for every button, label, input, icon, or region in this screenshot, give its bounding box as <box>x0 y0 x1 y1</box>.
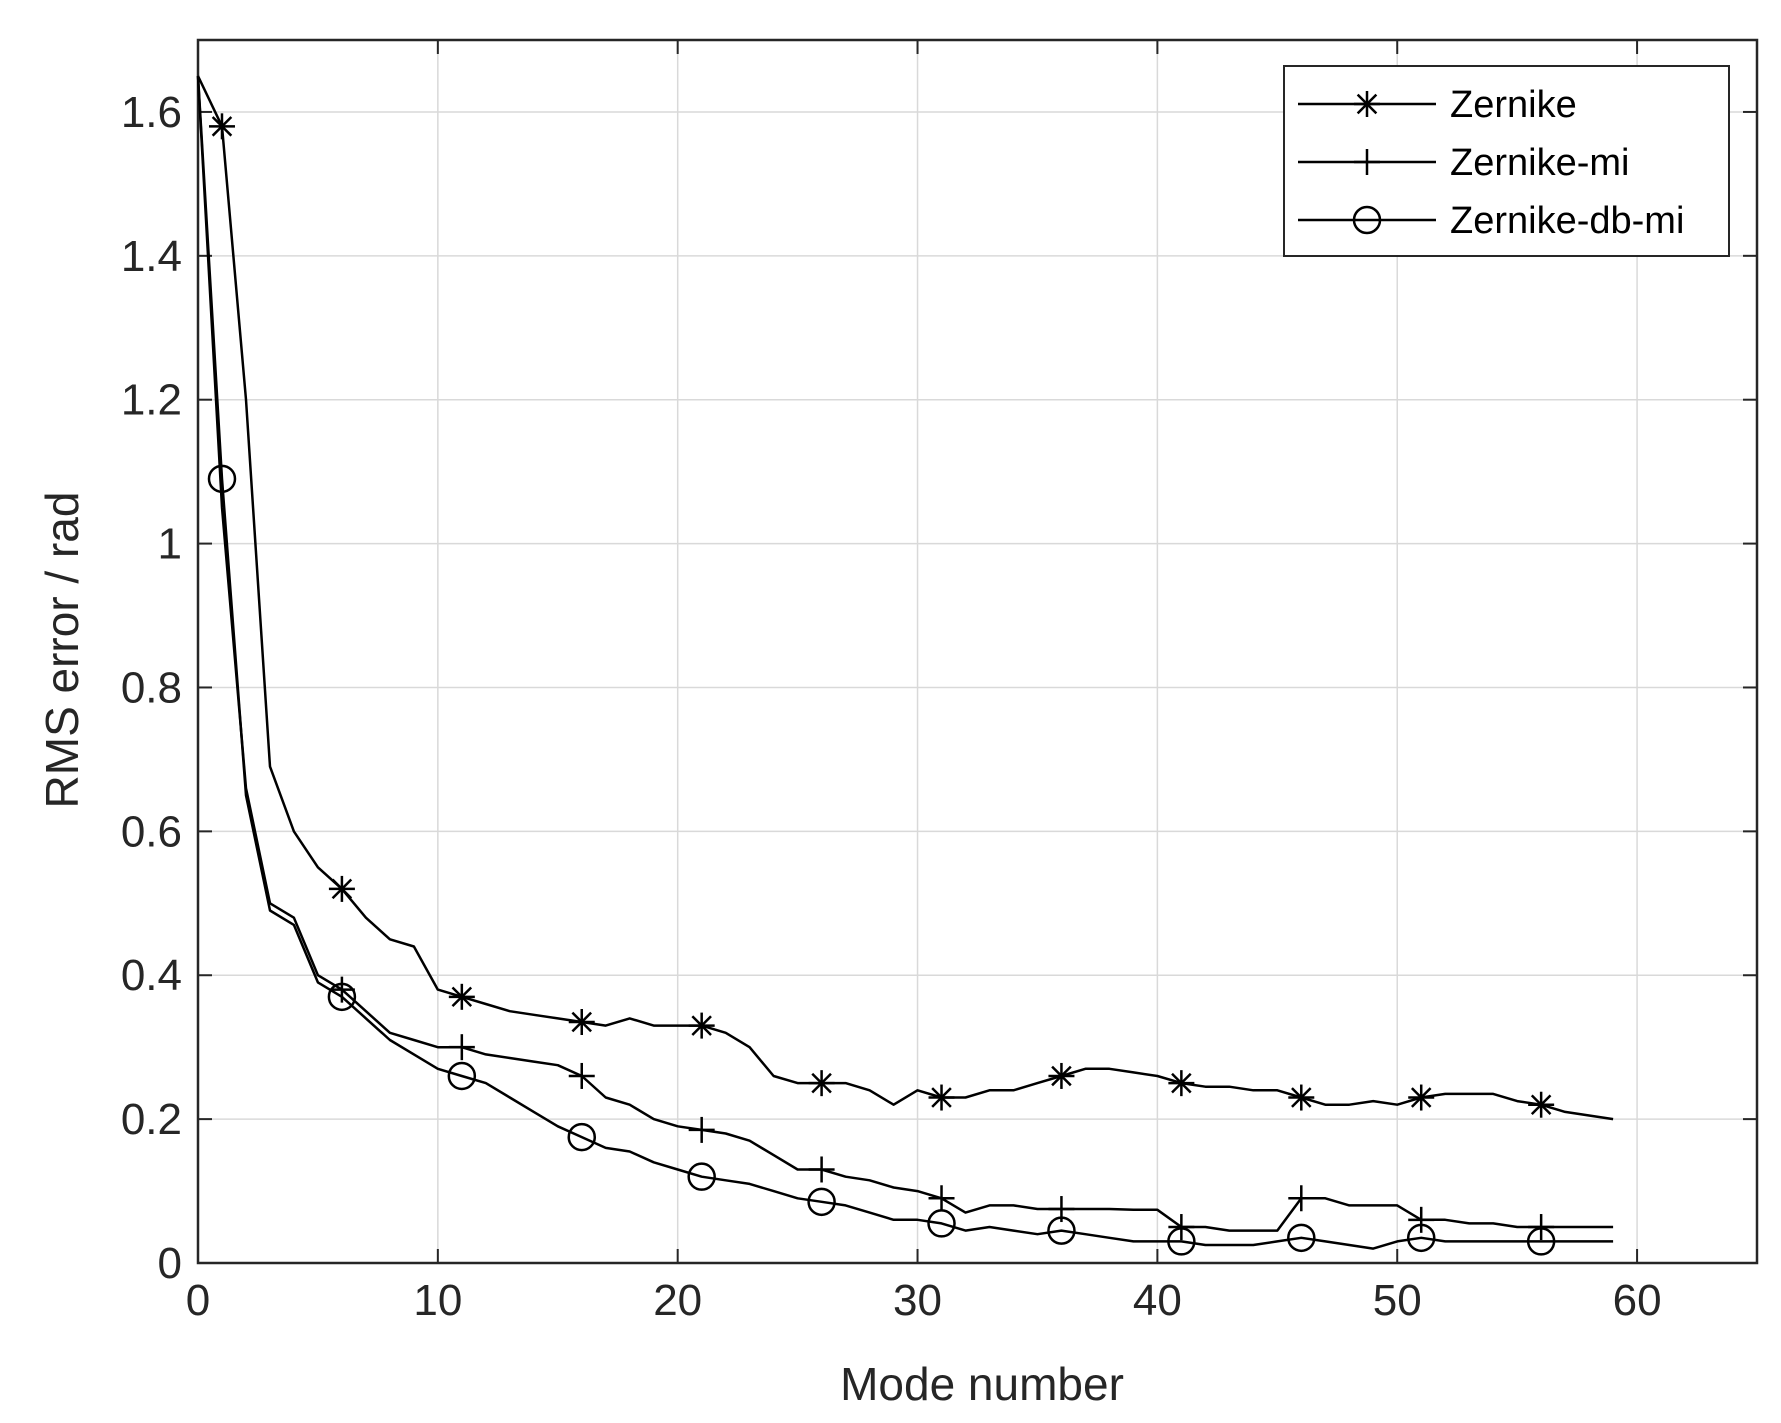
circle-marker-shape <box>807 1187 836 1217</box>
data-point <box>327 982 357 1012</box>
y-tick-label: 0.4 <box>121 951 182 1000</box>
data-point <box>568 1008 595 1035</box>
data-point <box>808 1070 835 1097</box>
data-point <box>448 1034 475 1061</box>
series-line <box>196 75 1614 1250</box>
circle-marker-shape <box>1047 1216 1076 1245</box>
legend-marker <box>1354 91 1380 117</box>
asterisk-marker-d2 <box>211 116 233 137</box>
asterisk-marker-d2 <box>1291 1087 1312 1108</box>
data-point <box>928 1084 955 1111</box>
series-line <box>196 75 1614 1121</box>
data-point <box>687 1162 716 1191</box>
legend-label: Zernike-mi <box>1450 142 1629 184</box>
x-axis-title: Mode number <box>840 1358 1124 1410</box>
series-zernike <box>196 75 1614 1121</box>
circle-marker-shape <box>1526 1227 1556 1256</box>
data-point <box>1168 1214 1195 1241</box>
circle-marker-shape <box>1287 1223 1316 1253</box>
asterisk-marker-d2 <box>571 1011 592 1033</box>
data-point <box>688 1012 715 1039</box>
data-point <box>1168 1070 1195 1097</box>
asterisk-marker-d2 <box>451 986 473 1008</box>
circle-marker-shape <box>567 1122 597 1152</box>
circle-marker-shape <box>927 1209 956 1238</box>
data-point <box>448 983 475 1010</box>
data-point <box>1287 1223 1316 1253</box>
data-point <box>567 1122 597 1152</box>
legend-marker <box>1352 205 1382 235</box>
x-tick-label: 40 <box>1133 1276 1182 1325</box>
legend-label: Zernike <box>1450 84 1577 126</box>
data-point <box>1167 1227 1196 1256</box>
y-tick-label: 0.8 <box>121 663 182 712</box>
x-tick-label: 20 <box>653 1276 702 1325</box>
asterisk-marker-d2 <box>1356 93 1378 115</box>
x-tick-label: 10 <box>413 1276 462 1325</box>
data-point <box>807 1187 836 1217</box>
data-point <box>1528 1214 1555 1241</box>
x-tick-label: 50 <box>1373 1276 1422 1325</box>
data-point <box>688 1116 715 1143</box>
x-tick-label: 0 <box>186 1276 210 1325</box>
y-tick-label: 1.2 <box>121 376 182 425</box>
circle-marker-shape <box>1406 1223 1436 1253</box>
y-tick-label: 0.6 <box>121 807 182 856</box>
data-point <box>927 1209 956 1238</box>
data-point <box>207 464 237 494</box>
data-point <box>447 1061 477 1091</box>
data-point <box>808 1156 835 1183</box>
data-point <box>208 113 235 140</box>
series-line <box>196 75 1614 1232</box>
circle-marker-shape <box>1352 205 1382 235</box>
asterisk-marker-d2 <box>811 1072 832 1094</box>
asterisk-marker-d2 <box>331 878 353 900</box>
x-tick-label: 30 <box>893 1276 942 1325</box>
asterisk-marker-d2 <box>691 1015 712 1036</box>
asterisk-marker-d2 <box>1171 1072 1192 1094</box>
legend-label: Zernike-db-mi <box>1450 200 1684 242</box>
asterisk-marker-d2 <box>931 1087 952 1108</box>
y-axis-title: RMS error / rad <box>36 492 88 809</box>
y-tick-label: 0 <box>158 1239 182 1288</box>
circle-marker-shape <box>447 1061 477 1091</box>
legend-item: Zernike <box>1298 84 1577 126</box>
data-point <box>328 875 355 902</box>
data-point <box>1047 1216 1076 1245</box>
circle-marker-shape <box>1167 1227 1196 1256</box>
y-tick-label: 0.2 <box>121 1095 182 1144</box>
y-tick-label: 1.6 <box>121 88 182 137</box>
data-point <box>1528 1091 1555 1118</box>
legend: Zernike Zernike-mi Zernike-db-mi <box>1283 65 1730 257</box>
legend-item: Zernike-db-mi <box>1298 200 1684 242</box>
y-tick-label: 1 <box>158 520 182 569</box>
circle-marker-shape <box>327 982 357 1012</box>
data-point <box>1288 1185 1315 1212</box>
data-point <box>1526 1227 1556 1256</box>
asterisk-marker-d2 <box>1410 1087 1432 1108</box>
circle-marker-shape <box>207 464 237 494</box>
asterisk-marker-d2 <box>1530 1094 1552 1115</box>
series-zernike-mi <box>196 75 1614 1241</box>
axes-box <box>196 38 1759 1265</box>
plot-area: 0 10 20 30 40 50 60 0 0.2 0.4 0.6 0.8 1 1.2 1.4 1.6 Zern… <box>121 38 1759 1325</box>
series-zernike-db-mi <box>196 75 1614 1256</box>
x-tick-label: 60 <box>1613 1276 1662 1325</box>
y-tick-label: 1.4 <box>121 232 182 281</box>
data-point <box>1048 1062 1075 1089</box>
data-point <box>1288 1084 1315 1111</box>
data-point <box>1408 1084 1435 1111</box>
asterisk-marker-d2 <box>1051 1065 1072 1087</box>
data-point <box>568 1062 595 1089</box>
data-point <box>928 1185 955 1212</box>
legend-marker <box>1354 149 1380 175</box>
circle-marker-shape <box>687 1162 716 1191</box>
legend-item: Zernike-mi <box>1298 142 1629 184</box>
data-point <box>1408 1206 1435 1233</box>
data-point <box>1406 1223 1436 1253</box>
